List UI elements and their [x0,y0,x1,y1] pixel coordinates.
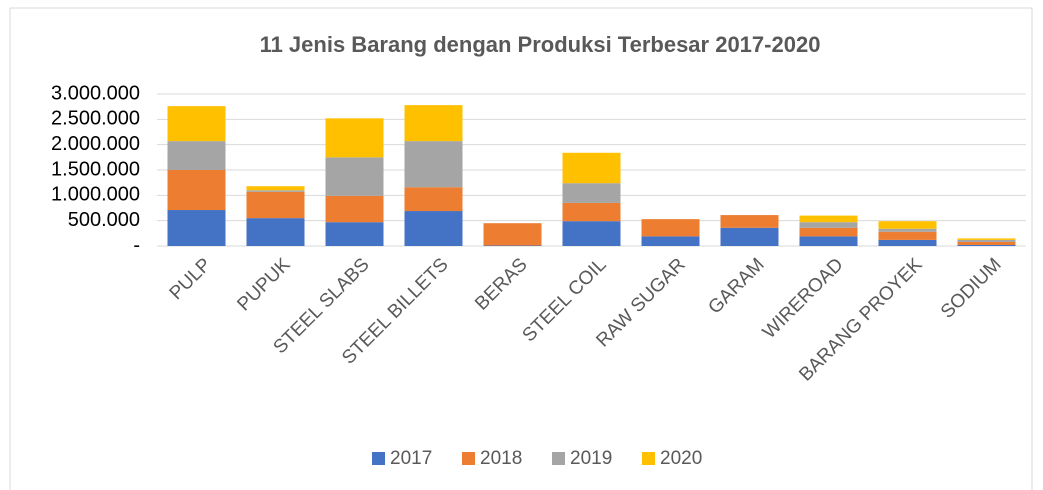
bar-segment [167,106,226,142]
bar-segment [878,228,937,232]
bar-segment [246,190,305,192]
bar-segment [404,187,463,212]
bar-segment [562,221,621,246]
bar-segment [641,219,700,237]
bar-segment [404,105,463,142]
bar-segment [878,231,937,240]
y-tick-label: 1.000.000 [51,184,140,206]
bar-segment [562,202,621,222]
legend-swatch [642,452,655,465]
bar-segment [799,222,858,228]
bar-segment [799,227,858,237]
y-tick-label: 500.000 [68,209,140,231]
bar-segment [404,141,463,188]
y-tick-label: 1.500.000 [51,158,140,180]
y-tick-label: 2.500.000 [51,108,140,130]
bar-segment [562,183,621,203]
legend-label: 2017 [390,448,432,469]
y-tick-label: - [133,234,140,256]
bar-segment [246,191,305,219]
bar-segment [878,221,937,229]
bar-segment [246,186,305,191]
y-tick-label: 2.000.000 [51,133,140,155]
bar-segment [799,236,858,246]
legend-label: 2019 [570,448,612,469]
bar-segment [720,215,779,228]
bar-segment [167,141,226,170]
bar-segment [957,244,1016,246]
bar-segment [641,236,700,246]
bar-segment [720,227,779,246]
bar-segment [325,195,384,223]
legend-label: 2018 [480,448,522,469]
bar-segment [325,157,384,196]
bar-segment [167,210,226,246]
bar-segment [799,215,858,223]
chart-frame [9,7,1033,490]
bar-segment [957,241,1016,245]
bar-segment [483,223,542,246]
legend-swatch [372,452,385,465]
legend-label: 2020 [660,448,702,469]
bar-segment [957,238,1016,240]
bar-segment [562,152,621,184]
bar-segment [246,218,305,246]
bar-segment [404,211,463,246]
legend-swatch [552,452,565,465]
chart-title: 11 Jenis Barang dengan Produksi Terbesar… [260,32,821,57]
bar-segment [167,170,226,211]
bar-segment [325,222,384,246]
bar-segment [878,239,937,246]
bar-segment [483,245,542,246]
y-tick-label: 3.000.000 [51,82,140,104]
bar-segment [957,239,1016,242]
bar-segment [325,118,384,158]
legend-swatch [462,452,475,465]
